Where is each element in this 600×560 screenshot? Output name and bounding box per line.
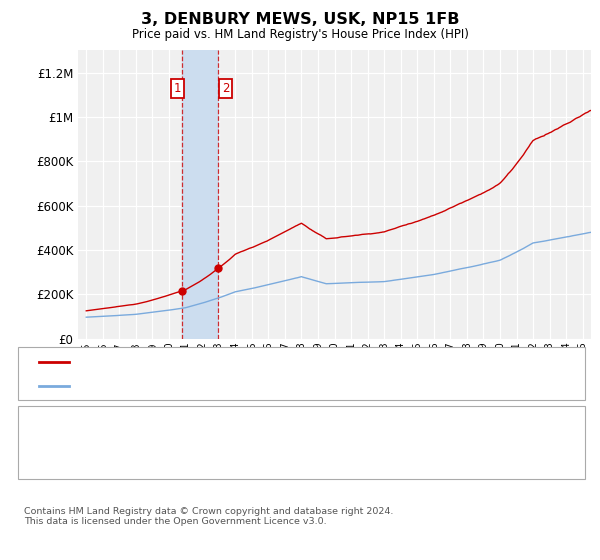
Bar	[182, 50, 218, 339]
Text: £320,000: £320,000	[252, 454, 308, 467]
Text: 3, DENBURY MEWS, USK, NP15 1FB (detached house): 3, DENBURY MEWS, USK, NP15 1FB (detached…	[75, 357, 373, 367]
Text: 17-DEC-2002: 17-DEC-2002	[60, 454, 138, 467]
Text: 2: 2	[221, 82, 229, 95]
Text: 1: 1	[29, 420, 37, 433]
Text: Price paid vs. HM Land Registry's House Price Index (HPI): Price paid vs. HM Land Registry's House …	[131, 28, 469, 41]
Text: 06-OCT-2000: 06-OCT-2000	[60, 420, 137, 433]
Text: HPI: Average price, detached house, Monmouthshire: HPI: Average price, detached house, Monm…	[75, 380, 368, 390]
Text: 3, DENBURY MEWS, USK, NP15 1FB: 3, DENBURY MEWS, USK, NP15 1FB	[141, 12, 459, 27]
Text: 78% ↑ HPI: 78% ↑ HPI	[384, 454, 446, 467]
Text: 65% ↑ HPI: 65% ↑ HPI	[384, 420, 446, 433]
Text: 1: 1	[174, 82, 181, 95]
Text: Contains HM Land Registry data © Crown copyright and database right 2024.
This d: Contains HM Land Registry data © Crown c…	[24, 507, 394, 526]
Text: 2: 2	[29, 454, 37, 467]
Text: £215,000: £215,000	[252, 420, 308, 433]
